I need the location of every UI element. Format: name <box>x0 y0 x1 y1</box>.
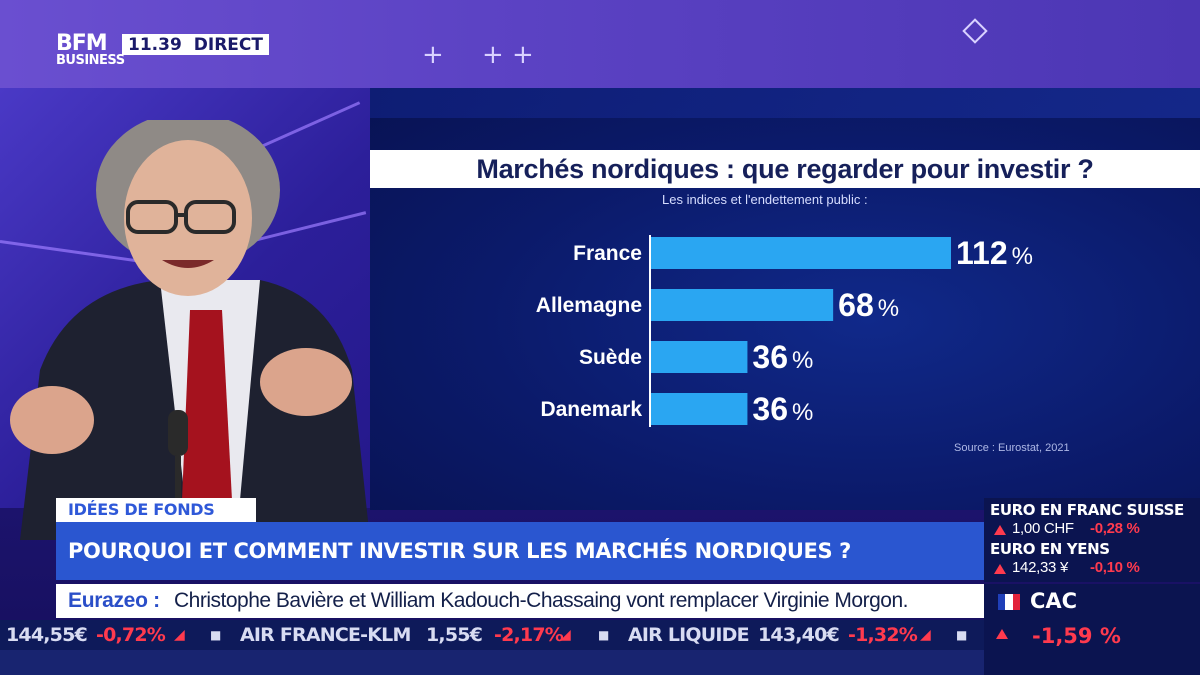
ticker-item: 143,40€ <box>758 624 840 646</box>
ticker-item: -1,32% <box>848 624 918 646</box>
chart-title: Marchés nordiques : que regarder pour in… <box>476 154 1094 184</box>
microphone-icon <box>168 410 188 456</box>
sparkle-icon: + <box>512 40 534 70</box>
fx-value: 142,33 ¥ <box>1012 559 1068 576</box>
sparkle-icon: + <box>482 40 504 70</box>
fx-label: EURO EN YENS <box>990 540 1110 558</box>
segment-tag: IDÉES DE FONDS <box>56 498 256 522</box>
screen-top-strip <box>370 88 1200 118</box>
french-flag-icon <box>998 594 1020 610</box>
bar-value-label: 36% <box>752 391 813 427</box>
bar-chart: France 112 % Allemagne 68 % Suède 36 % Danemark 36… <box>536 235 1033 427</box>
ticker-separator: ■ <box>956 628 967 642</box>
fx-value: 1,00 CHF <box>1012 520 1074 537</box>
down-triangle-icon: ◢ <box>560 627 571 643</box>
live-label: DIRECT <box>193 34 263 55</box>
fx-label: EURO EN FRANC SUISSE <box>990 501 1184 519</box>
headline: POURQUOI ET COMMENT INVESTIR SUR LES MAR… <box>68 539 851 563</box>
bar-category-label: Allemagne <box>536 294 642 317</box>
hand-left <box>10 386 94 454</box>
index-panel: CAC <box>984 584 1200 675</box>
down-triangle-icon: ◢ <box>920 627 931 643</box>
chart-subtitle: Les indices et l'endettement public : <box>662 192 868 207</box>
bar-value-unit: % <box>1012 243 1033 270</box>
bar-value-unit: % <box>878 295 899 322</box>
bar <box>651 341 748 373</box>
bar <box>651 289 834 321</box>
down-triangle-icon <box>996 629 1008 639</box>
down-triangle-icon <box>994 564 1006 574</box>
sparkle-icon: + <box>422 40 444 70</box>
bar-category-label: Danemark <box>540 398 642 421</box>
ticker-item: -0,72% <box>96 624 166 646</box>
bar-value-number: 112 <box>956 235 1008 271</box>
down-triangle-icon <box>994 525 1006 535</box>
fx-change: -0,10 % <box>1090 559 1140 576</box>
news-source: Eurazeo : <box>68 589 160 612</box>
index-name: CAC <box>1030 589 1078 613</box>
mouth <box>162 260 214 268</box>
bar-value-number: 36 <box>752 339 788 375</box>
clock-box: 11.39 DIRECT <box>122 34 269 55</box>
index-change: -1,59 % <box>1032 624 1121 648</box>
chart-title-band: Marchés nordiques : que regarder pour in… <box>370 150 1200 188</box>
ticker-item: AIR FRANCE-KLM <box>240 624 411 646</box>
bar-value-label: 68% <box>838 287 899 323</box>
bar-value-number: 68 <box>838 287 874 323</box>
market-ticker: 144,55€ -0,72% ◢ ■ AIR FRANCE-KLM 1,55€ … <box>0 620 984 650</box>
bar-value-unit: % <box>792 347 813 374</box>
fx-panel: EURO EN FRANC SUISSE 1,00 CHF -0,28 % EU… <box>984 498 1200 582</box>
hand-right <box>260 348 352 416</box>
microphone-stand <box>175 456 181 536</box>
bar-category-label: Suède <box>579 346 642 369</box>
presenter-figure <box>10 120 370 540</box>
ticker-separator: ■ <box>598 628 609 642</box>
ticker-separator: ■ <box>210 628 221 642</box>
ticker-item: -2,17% <box>494 624 564 646</box>
logo-line2: BUSINESS <box>56 53 125 68</box>
news-text: Christophe Bavière et William Kadouch-Ch… <box>174 589 908 612</box>
bar <box>651 393 748 425</box>
ticker-item: 1,55€ <box>426 624 483 646</box>
bar <box>651 237 951 269</box>
clock-time: 11.39 <box>128 34 182 55</box>
news-bar: Eurazeo : Christophe Bavière et William … <box>56 584 984 618</box>
bfm-business-logo: BFM BUSINESS <box>56 31 125 68</box>
fx-change: -0,28 % <box>1090 520 1140 537</box>
headline-bar: POURQUOI ET COMMENT INVESTIR SUR LES MAR… <box>56 522 984 580</box>
ticker-item: 144,55€ <box>6 624 88 646</box>
glasses-icon <box>126 200 236 234</box>
bar-value-label: 112% <box>956 235 1033 271</box>
bar-value-label: 36% <box>752 339 813 375</box>
tie <box>182 310 232 515</box>
bottom-strip <box>0 650 984 675</box>
bar-category-label: France <box>573 242 642 265</box>
ticker-item: AIR LIQUIDE <box>628 624 750 646</box>
chart-source: Source : Eurostat, 2021 <box>954 442 1070 454</box>
down-triangle-icon: ◢ <box>174 627 185 643</box>
logo-line1: BFM <box>56 31 108 56</box>
bar-value-unit: % <box>792 399 813 426</box>
bar-value-number: 36 <box>752 391 788 427</box>
